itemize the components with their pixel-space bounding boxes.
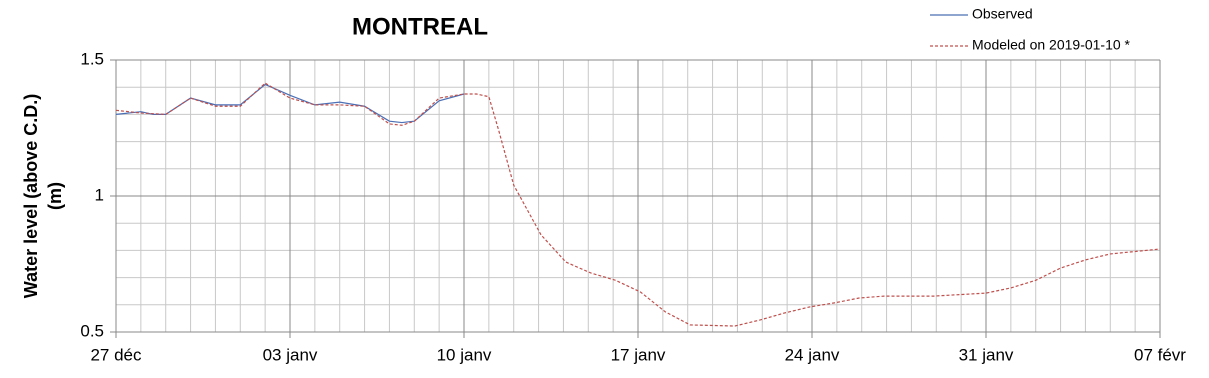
y-axis-label: Water level (above C.D.) — [21, 94, 41, 298]
x-tick-label: 03 janv — [263, 345, 318, 364]
x-tick-label: 17 janv — [611, 345, 666, 364]
y-tick-label: 1.5 — [80, 49, 104, 68]
y-tick-label: 0.5 — [80, 321, 104, 340]
x-tick-label: 07 févr — [1134, 345, 1186, 364]
x-tick-label: 24 janv — [785, 345, 840, 364]
legend-label: Modeled on 2019-01-10 * — [972, 37, 1131, 53]
y-axis-label: (m) — [45, 182, 65, 210]
x-tick-label: 10 janv — [437, 345, 492, 364]
x-tick-label: 31 janv — [959, 345, 1014, 364]
x-tick-label: 27 déc — [90, 345, 142, 364]
legend-label: Observed — [972, 6, 1033, 22]
series-line — [115, 82, 1161, 327]
y-tick-label: 1 — [95, 185, 104, 204]
chart-title: MONTREAL — [352, 13, 488, 40]
